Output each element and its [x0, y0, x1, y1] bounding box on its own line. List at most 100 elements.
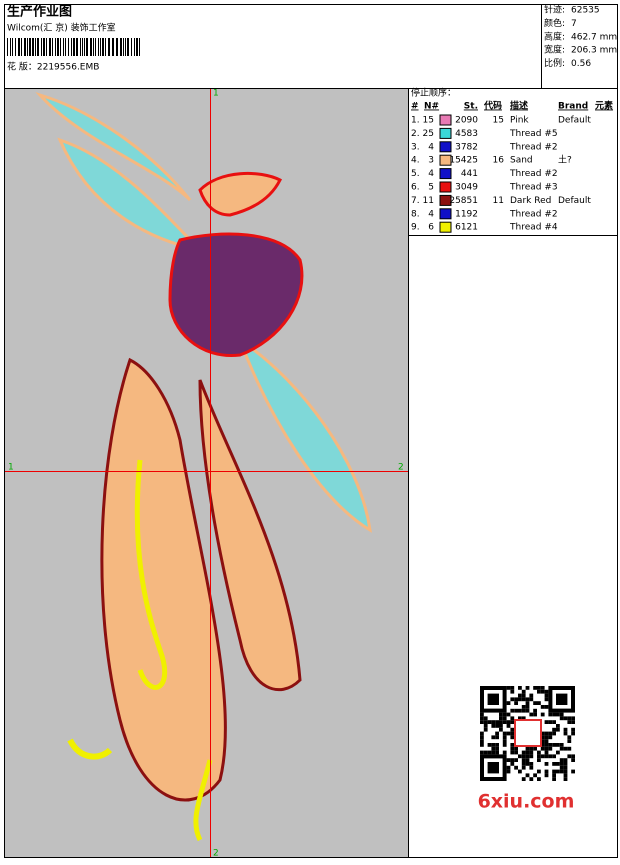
color-swatch: [439, 181, 452, 193]
qr-module: [533, 746, 537, 751]
wing: [35, 92, 192, 202]
qr-module: [540, 731, 545, 736]
code: 11: [493, 196, 504, 206]
row-index: 2.: [411, 129, 420, 139]
sequence-table: # N# St. 代码 描述 Brand 元素1. 15 2090 15 Pink Default2.…: [411, 100, 613, 233]
qr-module: [483, 750, 488, 755]
qr-module: [495, 735, 499, 740]
qr-module: [518, 708, 522, 713]
qr-module: [491, 724, 496, 728]
qr-module: [544, 731, 549, 736]
qr-module: [563, 758, 568, 762]
tail-ribbon: [134, 459, 168, 690]
qr-finder: [487, 693, 499, 705]
qr-module: [518, 686, 522, 690]
qr-module: [571, 720, 575, 724]
bar-stripe: [21, 38, 22, 56]
color-swatch: [439, 114, 452, 126]
qr-module: [506, 769, 511, 774]
bar-stripe: [108, 38, 110, 56]
qr-module: [514, 765, 518, 770]
qr-module: [514, 701, 518, 705]
qr-module: [495, 746, 499, 751]
qr-module: [499, 720, 503, 724]
qr-module: [559, 762, 564, 766]
qr-module: [510, 746, 515, 751]
qr-module: [480, 716, 484, 721]
qr-module: [533, 712, 537, 717]
description: Thread #2: [509, 169, 558, 179]
bar-stripe: [52, 38, 53, 56]
qr-module: [548, 743, 553, 747]
head: [198, 171, 283, 217]
bar-stripe: [49, 38, 51, 56]
qr-module: [529, 762, 534, 766]
qr-module: [552, 731, 556, 736]
stat-value: 462.7 mm: [571, 32, 617, 42]
qr-module: [506, 701, 511, 705]
qr-module: [544, 705, 549, 709]
qr-module: [487, 720, 492, 724]
qr-module: [495, 731, 499, 736]
qr-module: [563, 765, 568, 770]
qr-module: [537, 754, 541, 759]
qr-module: [571, 731, 575, 736]
description: Thread #3: [509, 183, 558, 193]
qr-module: [506, 720, 511, 724]
color-swatch: [439, 208, 452, 220]
stitches: 3049: [455, 183, 478, 193]
qr-module: [506, 731, 511, 736]
bar-stripe: [32, 38, 34, 56]
needle: 15: [423, 116, 434, 126]
bar-stripe: [12, 38, 13, 56]
qr-module: [487, 743, 492, 747]
qr-module: [521, 693, 526, 698]
qr-module: [487, 750, 492, 755]
qr-module: [525, 773, 530, 778]
qr-module: [525, 754, 530, 759]
description: Thread #5: [509, 129, 558, 139]
crosshair-label: 2: [213, 849, 219, 859]
stat-value: 62535: [571, 6, 600, 16]
brand: Default: [558, 196, 591, 206]
qr-module: [480, 712, 484, 717]
qr-module: [506, 758, 511, 762]
qr-module: [544, 739, 549, 743]
color-swatch: [439, 221, 452, 233]
qr-module: [521, 777, 526, 781]
stats: 针迹: 62535 颜色: 7 高度: 462.7 mm 宽度: 206.3 mm 比例: 0.5…: [544, 4, 617, 70]
column-header: 描述: [510, 100, 528, 112]
stat-label: 宽度:: [544, 44, 565, 56]
qr-module: [521, 765, 526, 770]
qr-module: [563, 777, 568, 781]
body: [168, 232, 304, 358]
column-header: 元素: [595, 100, 613, 112]
qr-module: [552, 720, 556, 724]
bar-stripe: [55, 38, 56, 56]
bar-stripe: [43, 38, 45, 56]
qr-module: [514, 708, 518, 713]
qr-module: [495, 724, 499, 728]
qr-module: [480, 750, 484, 755]
qr-module: [544, 769, 549, 774]
bar-stripe: [86, 38, 88, 56]
qr-module: [563, 716, 568, 721]
qr-finder: [487, 762, 499, 774]
qr-module: [540, 735, 545, 740]
row-index: 4.: [411, 156, 420, 166]
qr-module: [544, 689, 549, 694]
qr-module: [529, 712, 534, 717]
qr-module: [502, 743, 507, 747]
qr-module: [552, 754, 556, 759]
qr-module: [502, 750, 507, 755]
qr-module: [552, 762, 556, 766]
qr-module: [537, 758, 541, 762]
row-index: 8.: [411, 209, 420, 219]
qr-module: [540, 746, 545, 751]
stat-label: 比例:: [544, 57, 565, 69]
qr-module: [510, 708, 515, 713]
bar-stripe: [76, 38, 78, 56]
qr-module: [552, 769, 556, 774]
crosshair-label: 1: [213, 89, 219, 99]
qr-module: [506, 765, 511, 770]
